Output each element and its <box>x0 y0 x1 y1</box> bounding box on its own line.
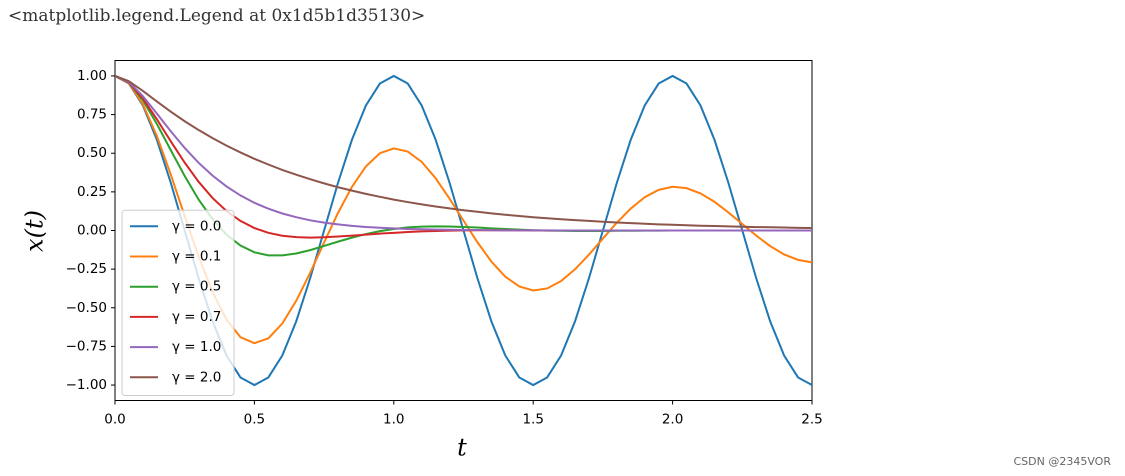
y-tick-label: −1.00 <box>66 377 107 393</box>
watermark: CSDN @2345VOR <box>1013 455 1112 468</box>
legend-label: γ = 0.5 <box>172 279 221 295</box>
y-tick-label: −0.75 <box>66 338 107 354</box>
legend-label: γ = 0.0 <box>172 218 221 234</box>
y-tick-label: −0.25 <box>66 261 107 277</box>
series-line <box>115 75 812 230</box>
x-tick-label: 1.5 <box>522 412 543 428</box>
x-tick-label: 2.0 <box>662 412 683 428</box>
legend-label: γ = 0.7 <box>172 309 221 325</box>
output-text: <matplotlib.legend.Legend at 0x1d5b1d351… <box>8 6 426 26</box>
x-tick-label: 1.0 <box>383 412 404 428</box>
legend-label: γ = 1.0 <box>172 339 221 355</box>
y-tick-label: 0.50 <box>77 145 107 161</box>
x-tick-label: 0.0 <box>104 412 125 428</box>
x-axis-label: t <box>457 434 467 462</box>
y-tick-label: 0.00 <box>77 223 107 239</box>
legend-label: γ = 0.1 <box>172 249 221 265</box>
legend-label: γ = 2.0 <box>172 369 221 385</box>
x-tick-label: 2.5 <box>801 412 822 428</box>
legend-box <box>121 209 235 396</box>
x-tick-label: 0.5 <box>244 412 265 428</box>
series-line <box>115 75 812 232</box>
y-tick-label: 0.25 <box>77 184 107 200</box>
y-tick-label: 1.00 <box>77 68 107 84</box>
y-tick-label: 0.75 <box>77 107 107 123</box>
y-axis-label: x(t) <box>21 210 49 252</box>
y-tick-label: −0.50 <box>66 300 107 316</box>
